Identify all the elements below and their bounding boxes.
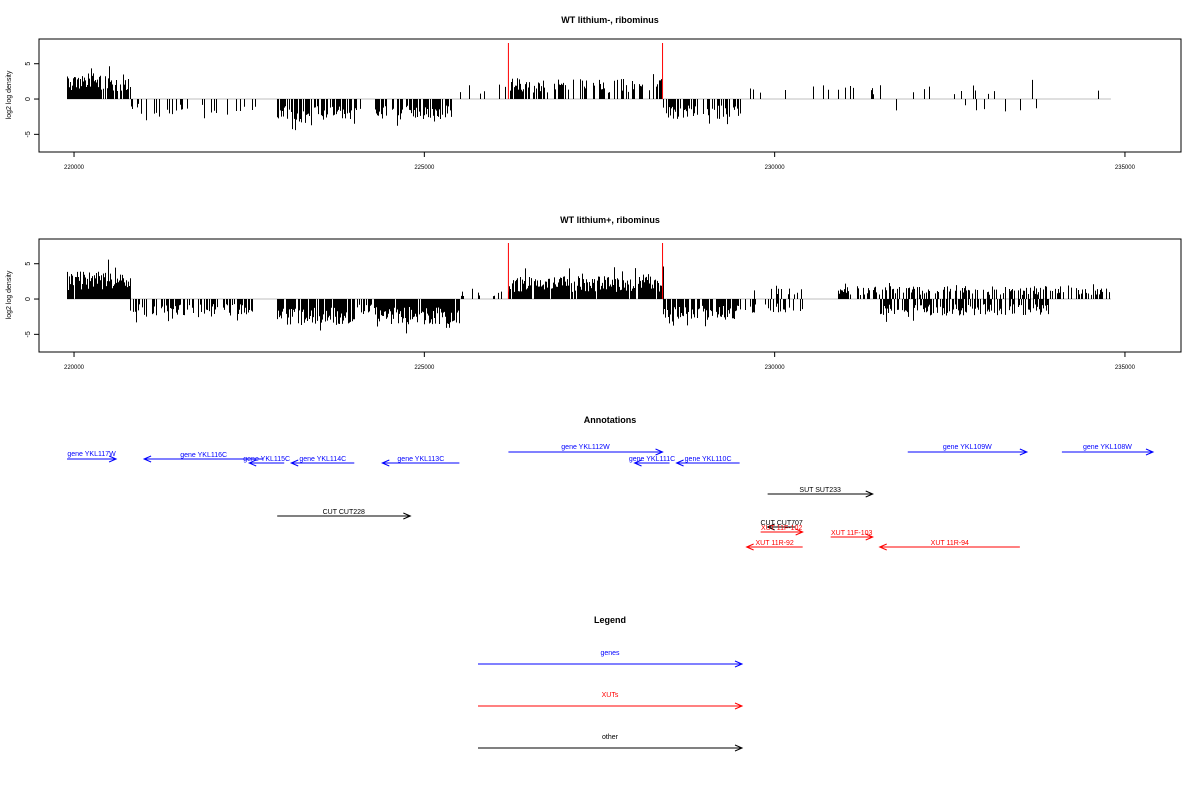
feature-arrow: XUT 11F-103 — [830, 530, 874, 541]
feature-arrow: XUT 11R-94 — [878, 540, 1020, 551]
feature-arrow: gene YKL110C — [675, 456, 740, 467]
region-markers — [507, 43, 664, 100]
legend-title: Legend — [594, 615, 626, 625]
y-tick-label: 5 — [25, 62, 32, 66]
feature-arrow: gene YKL109W — [907, 444, 1029, 456]
feature-label: CUT CUT707 — [761, 520, 803, 527]
legend-item: genes — [478, 650, 744, 668]
feature-label: gene YKL108W — [1083, 444, 1132, 451]
y-tick-label: 5 — [25, 262, 32, 266]
y-tick-label: -5 — [25, 331, 32, 337]
plot-frame — [38, 238, 1182, 353]
x-tick-label: 225000 — [414, 165, 435, 171]
feature-label: SUT SUT233 — [799, 487, 841, 494]
y-axis-label: log2 log density — [6, 70, 13, 119]
legend: Legend genes XUTs other — [478, 615, 744, 752]
x-tick-label: 230000 — [765, 365, 786, 371]
feature-label: XUT 11F-103 — [831, 530, 872, 537]
y-axis: -5 0 5 — [25, 62, 39, 137]
legend-item: XUTs — [478, 692, 744, 710]
legend-label: XUTs — [602, 692, 619, 699]
y-tick-label: 0 — [25, 297, 32, 301]
x-tick-label: 220000 — [64, 365, 85, 371]
feature-arrow: SUT SUT233 — [767, 487, 874, 498]
x-tick-label: 235000 — [1115, 165, 1136, 171]
feature-arrow: XUT 11R-92 — [745, 540, 803, 551]
coverage-panel-lithium-plus: WT lithium+, ribominus log2 log density … — [6, 215, 1182, 371]
x-axis: 220000 225000 230000 235000 — [64, 152, 1136, 171]
legend-item: other — [478, 734, 744, 752]
annotations-title: Annotations — [584, 415, 637, 425]
feature-label: gene YKL111C — [629, 456, 675, 463]
feature-label: gene YKL114C — [299, 456, 346, 463]
x-axis: 220000 225000 230000 235000 — [64, 352, 1136, 371]
feature-arrow: gene YKL113C — [381, 456, 460, 467]
panel-title: WT lithium+, ribominus — [560, 215, 660, 225]
feature-arrow: gene YKL116C — [142, 452, 264, 463]
legend-items: genes XUTs other — [478, 650, 744, 752]
annotations-track: Annotations gene YKL117W gene YKL116Cgene… — [67, 415, 1155, 551]
feature-arrow: gene YKL108W — [1061, 444, 1155, 456]
feature-label: XUT 11R-94 — [931, 540, 969, 547]
feature-label: CUT CUT228 — [323, 509, 365, 516]
panel-title: WT lithium-, ribominus — [561, 15, 659, 25]
region-markers — [507, 243, 664, 300]
feature-label: XUT 11R-92 — [756, 540, 794, 547]
feature-label: gene YKL112W — [561, 444, 610, 451]
feature-arrow: gene YKL117W — [67, 451, 118, 463]
feature-arrow: CUT CUT707 — [761, 520, 803, 531]
coverage-bars — [67, 259, 1110, 334]
feature-arrow: CUT CUT228 — [277, 509, 412, 520]
feature-arrow: gene YKL114C — [289, 456, 355, 467]
feature-arrow: gene YKL111C — [629, 456, 675, 467]
feature-label: gene YKL116C — [180, 452, 227, 459]
y-tick-label: -5 — [25, 131, 32, 137]
x-tick-label: 225000 — [414, 365, 435, 371]
feature-arrow: gene YKL115C — [243, 456, 290, 467]
y-tick-label: 0 — [25, 97, 32, 101]
x-tick-label: 230000 — [765, 165, 786, 171]
y-axis-label: log2 log density — [6, 270, 13, 319]
coverage-bars — [67, 66, 1099, 131]
y-axis: -5 0 5 — [25, 262, 39, 337]
coverage-panel-lithium-minus: WT lithium-, ribominus log2 log density … — [6, 15, 1182, 171]
legend-label: other — [602, 734, 619, 741]
x-tick-label: 235000 — [1115, 365, 1136, 371]
feature-label: gene YKL109W — [943, 444, 992, 451]
feature-arrow: XUT 11F-102 — [760, 525, 804, 536]
feature-label: gene YKL113C — [397, 456, 444, 463]
feature-label: gene YKL115C — [243, 456, 290, 463]
x-tick-label: 220000 — [64, 165, 85, 171]
feature-label: gene YKL110C — [685, 456, 732, 463]
feature-label: gene YKL117W — [67, 451, 116, 458]
legend-label: genes — [600, 650, 620, 657]
feature-arrow: gene YKL112W — [508, 444, 664, 456]
feature-label: XUT 11F-102 — [761, 525, 802, 532]
feature-arrows: gene YKL117W gene YKL116C gene YKL115C gene… — [67, 444, 1155, 551]
plot-frame — [38, 38, 1182, 153]
